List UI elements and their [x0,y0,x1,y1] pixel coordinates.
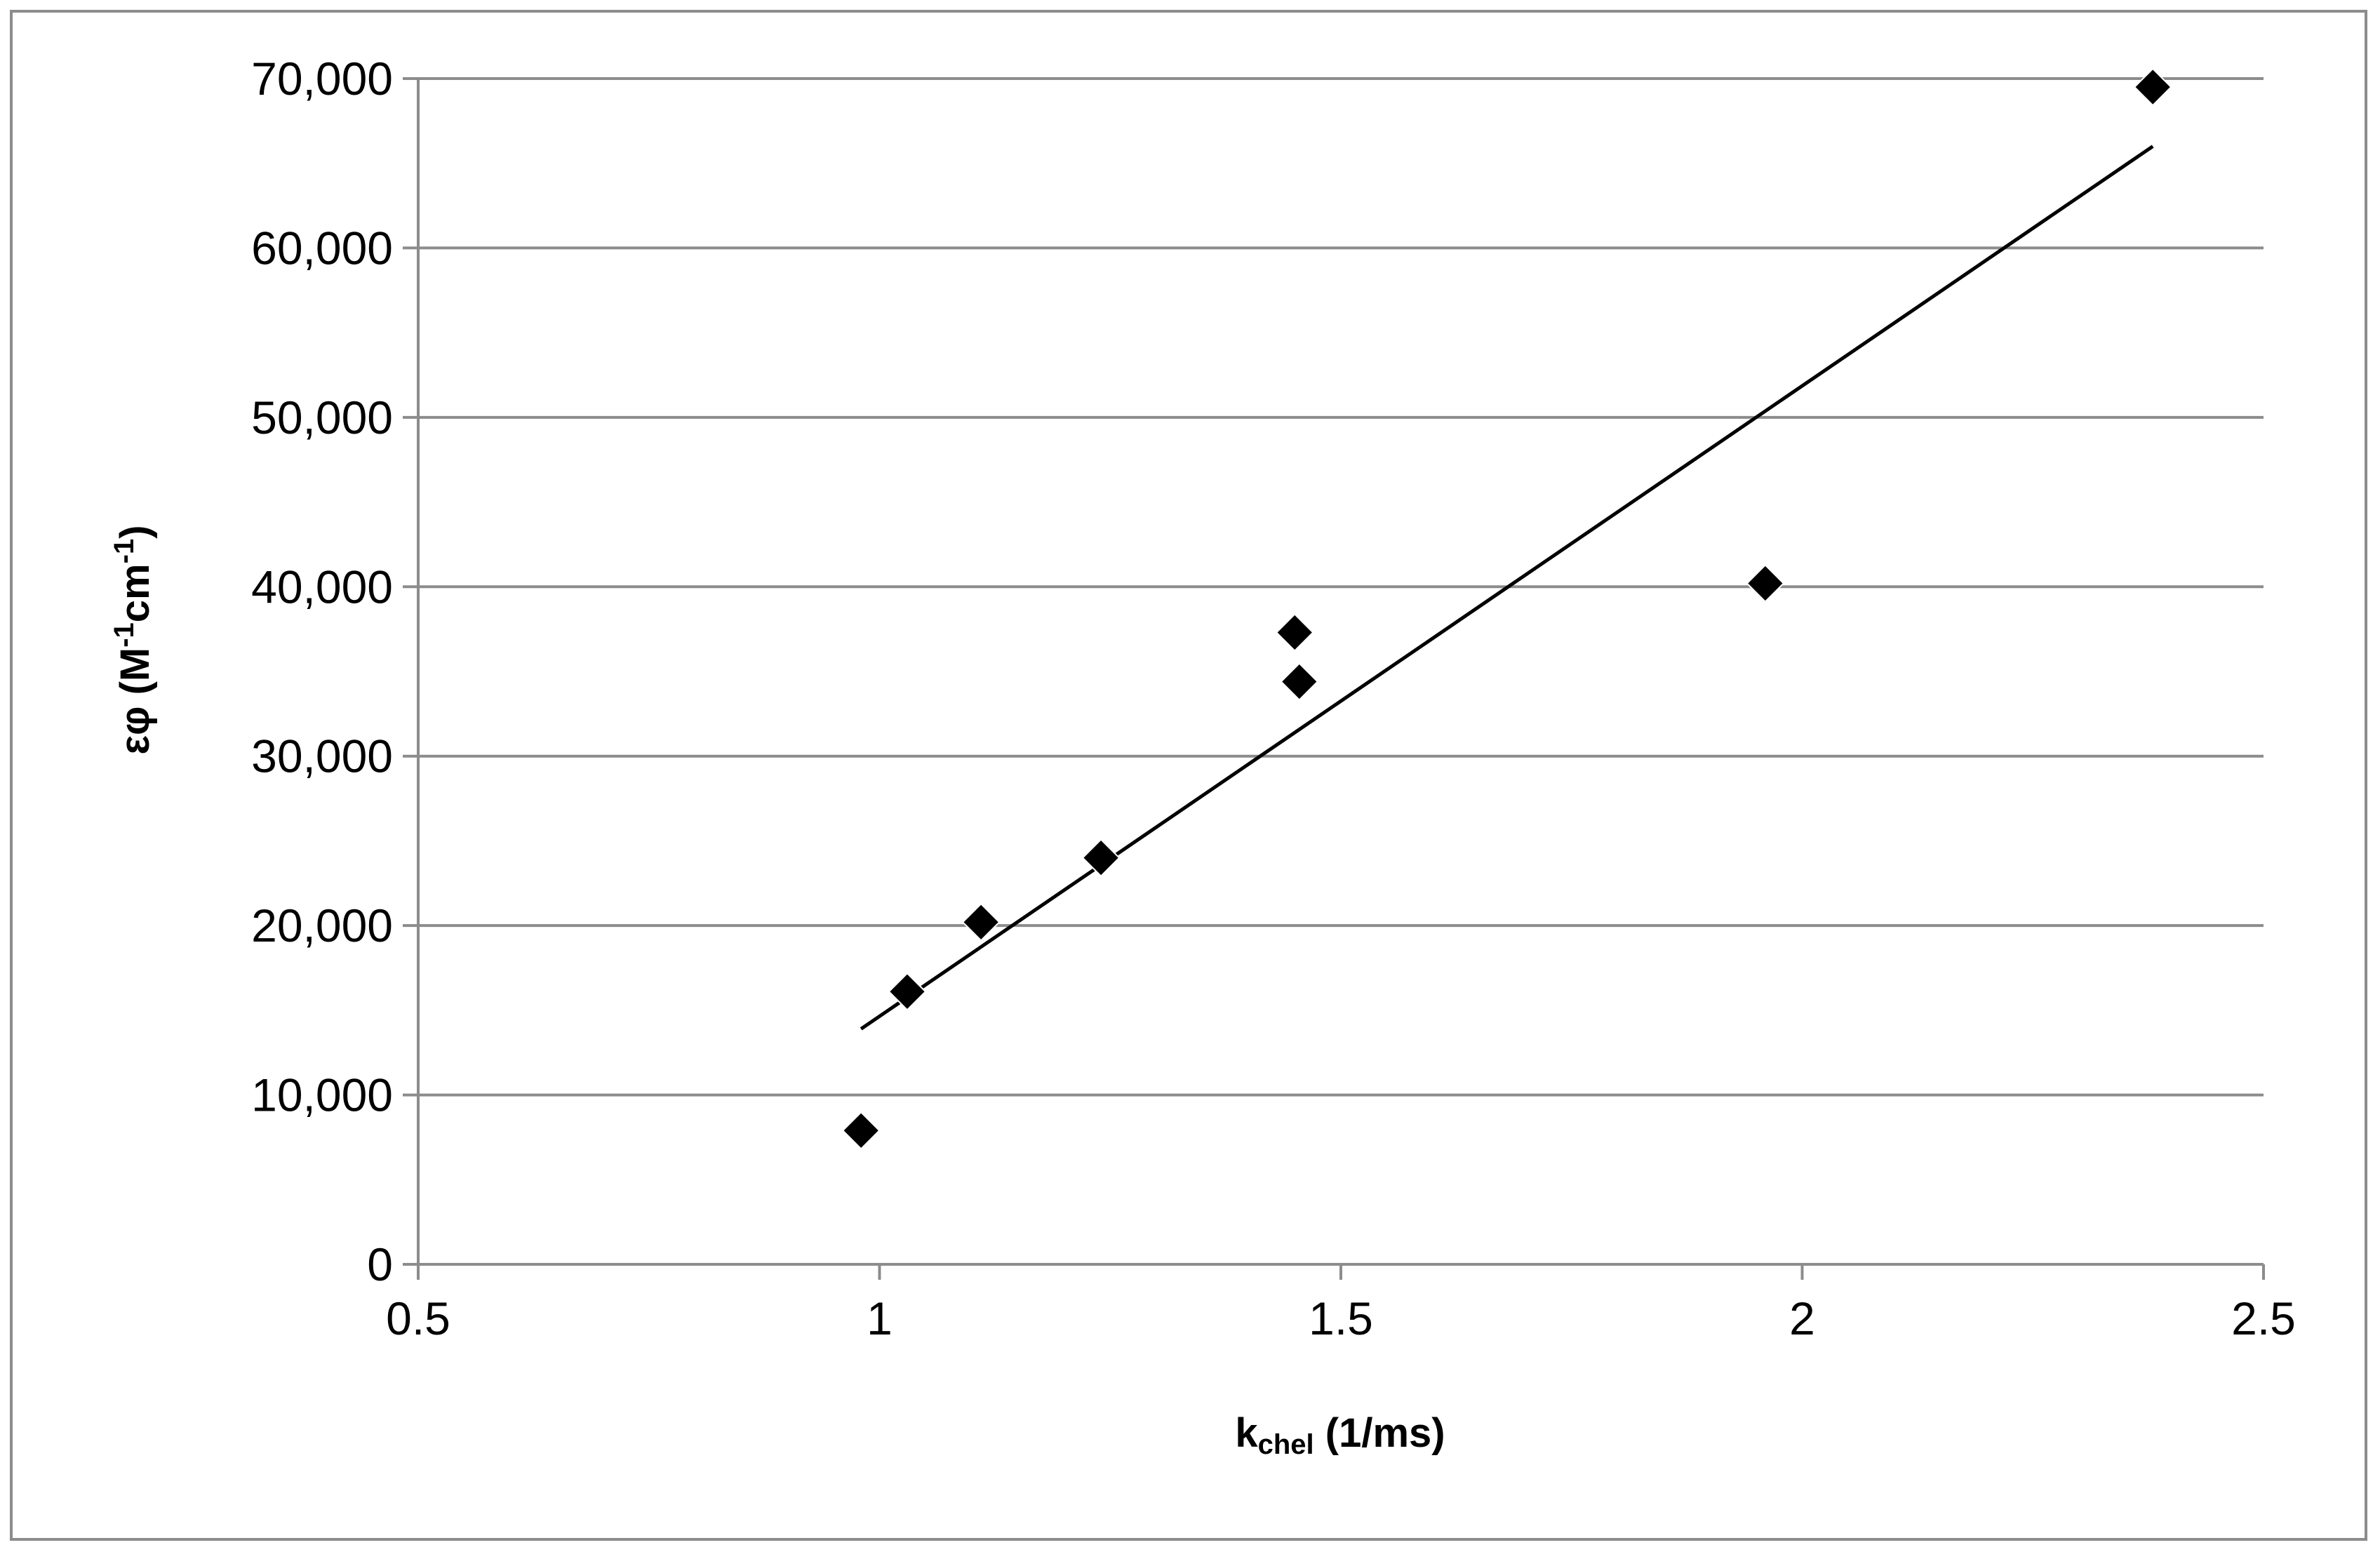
trendline [860,145,2154,1031]
y-axis-title: εφ (M-1cm-1) [109,525,158,754]
y-tick-label: 10,000 [251,1069,393,1121]
y-tick-label: 70,000 [251,53,393,105]
y-tick-label: 60,000 [251,222,393,274]
chart-frame [10,10,2367,1541]
data-point [961,902,1001,942]
y-tick-label: 50,000 [251,392,393,443]
y-tick-label: 40,000 [251,561,393,613]
x-tick-label: 2.5 [2231,1292,2296,1344]
trendline-layer [860,145,2154,1031]
gridlines [418,77,2264,1097]
data-point [1280,662,1319,701]
x-axis-title: kchel (1/ms) [1235,1410,1445,1460]
data-point [1746,564,1785,603]
y-tick-label: 30,000 [251,730,393,782]
data-point [1275,613,1314,652]
x-tick-label: 0.5 [386,1292,450,1344]
x-tick-label: 2 [1789,1292,1815,1344]
data-point [888,972,927,1011]
y-tick-label: 0 [367,1238,393,1290]
data-point [2133,67,2172,107]
data-point [1081,838,1121,877]
tick-labels: 0 10,000 20,000 30,000 40,000 50,000 60,000 70,… [251,53,2296,1344]
x-tick-label: 1 [867,1292,893,1344]
x-tick-label: 1.5 [1309,1292,1373,1344]
axes [403,77,2265,1280]
data-points [841,67,2172,1150]
data-point [841,1111,881,1150]
y-tick-label: 20,000 [251,899,393,951]
